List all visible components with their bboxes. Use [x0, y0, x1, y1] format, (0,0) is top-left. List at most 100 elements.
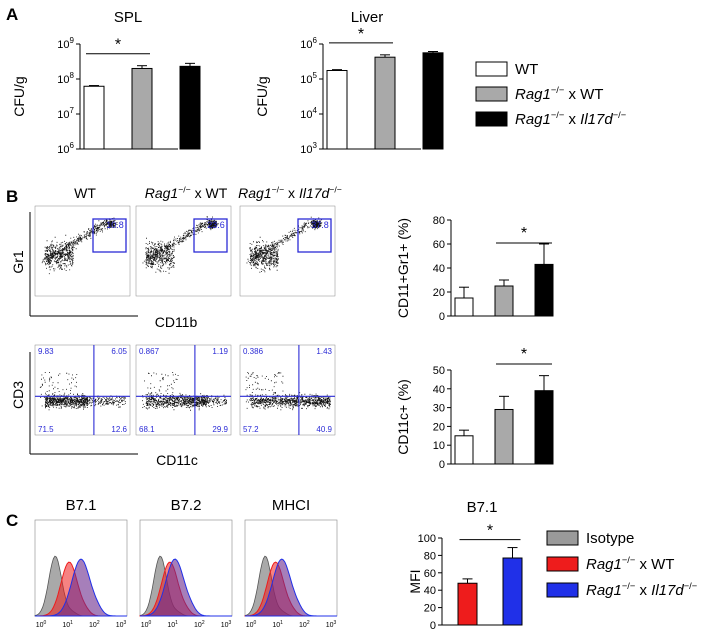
- tick-exp: 5: [313, 71, 318, 80]
- tick-exp: 6: [313, 36, 318, 45]
- y-axis-label: CD11c+ (%): [395, 379, 411, 455]
- tick-exp: 2: [202, 620, 205, 626]
- gate-box: [297, 218, 332, 253]
- tick-base: 10: [57, 74, 69, 86]
- significance-star: *: [358, 26, 364, 43]
- y-axis-label: CFU/g: [254, 76, 270, 116]
- x-axis-label-cd11b: CD11b: [155, 314, 198, 330]
- bar: [454, 297, 474, 317]
- legend-label: WT: [515, 61, 538, 78]
- gate-box: [193, 218, 228, 253]
- tick-base: 10: [89, 622, 97, 629]
- bar: [534, 390, 554, 465]
- y-axis-label: CD11+Gr1+ (%): [395, 218, 411, 318]
- quadrant-lower-left: 68.1: [139, 425, 155, 434]
- label-pre: Rag1: [238, 185, 271, 201]
- hist-tick-label: 102: [89, 620, 100, 629]
- tick-base: 10: [300, 39, 312, 51]
- quadrant-lower-right: 12.6: [111, 425, 127, 434]
- label-mid: x: [564, 111, 580, 128]
- significance-star: *: [521, 225, 527, 242]
- y-tick-label: 0: [439, 311, 445, 323]
- chart-title: Liver: [351, 9, 384, 26]
- gate-box: [92, 218, 127, 253]
- y-tick-label: 60: [424, 568, 436, 580]
- y-tick-label: 40: [424, 585, 436, 597]
- hist-tick-label: 100: [246, 620, 257, 629]
- tick-base: 10: [57, 109, 69, 121]
- dot-plot-cd3: 0.867 1.19 68.1 29.9: [135, 344, 232, 436]
- tick-base: 10: [36, 622, 44, 629]
- tick-base: 10: [167, 622, 175, 629]
- y-tick-label: 105: [300, 71, 317, 86]
- label-pre: Rag1: [586, 556, 622, 573]
- histogram-title: MHCI: [272, 497, 310, 514]
- dot-plot-gr1: 37.8: [239, 205, 336, 297]
- bar: [422, 52, 444, 150]
- scatter-dots: [246, 216, 323, 273]
- tick-base: 10: [300, 144, 312, 156]
- legend-swatch: [546, 582, 579, 598]
- legend-label: Rag1−/− x WT: [586, 555, 674, 573]
- quadrant-lower-left: 57.2: [243, 425, 259, 434]
- tick-exp: 6: [70, 141, 75, 150]
- hist-tick-label: 103: [326, 620, 337, 629]
- dot-plot-cd3: 0.386 1.43 57.2 40.9: [239, 344, 336, 436]
- legend-swatch: [546, 556, 579, 572]
- bar: [494, 285, 514, 317]
- y-tick-label: 80: [433, 215, 445, 227]
- label-pre: WT: [74, 185, 96, 201]
- label-sup: −/−: [329, 184, 342, 194]
- legend-label: Rag1−/− x Il17d−/−: [515, 110, 626, 128]
- quadrant-lower-right: 29.9: [212, 425, 228, 434]
- label-mid: x: [284, 185, 299, 201]
- legend-label: Rag1−/− x Il17d−/−: [586, 581, 697, 599]
- label-sup: −/−: [613, 110, 626, 120]
- label-mid: x WT: [191, 185, 228, 201]
- hist-tick-label: 101: [167, 620, 178, 629]
- label-italic: Il17d: [299, 185, 331, 201]
- rag-il17d-curve: [245, 558, 337, 617]
- y-tick-label: 0: [430, 620, 436, 632]
- label-pre: Rag1: [515, 86, 551, 103]
- tick-base: 10: [57, 144, 69, 156]
- bar: [131, 67, 153, 150]
- y-tick-label: 40: [433, 263, 445, 275]
- y-tick-label: 108: [57, 71, 74, 86]
- tick-base: 10: [246, 622, 254, 629]
- quadrant-upper-right: 1.19: [212, 347, 228, 356]
- rag-il17d-curve: [139, 558, 232, 617]
- hist-tick-label: 101: [272, 620, 283, 629]
- legend-swatch: [546, 530, 579, 546]
- hist-tick-label: 103: [116, 620, 127, 629]
- quadrant-upper-left: 0.386: [243, 347, 264, 356]
- panel-label-c: C: [6, 511, 18, 530]
- tick-exp: 8: [70, 71, 75, 80]
- quadrant-lower-left: 71.5: [38, 425, 54, 434]
- label-pre: Rag1: [515, 111, 551, 128]
- label-sup: −/−: [551, 85, 564, 95]
- tick-exp: 1: [70, 620, 73, 626]
- tick-exp: 3: [334, 620, 337, 626]
- tick-exp: 7: [70, 106, 75, 115]
- tick-exp: 0: [44, 620, 47, 626]
- tick-base: 10: [299, 622, 307, 629]
- column-header: Rag1−/− x Il17d−/−: [238, 184, 342, 201]
- tick-base: 10: [62, 622, 70, 629]
- label-pre: WT: [515, 61, 538, 78]
- label-pre: Rag1: [145, 185, 178, 201]
- scatter-dots: [142, 372, 227, 411]
- tick-base: 10: [326, 622, 334, 629]
- bar: [179, 65, 201, 150]
- scatter-dots: [41, 217, 118, 275]
- tick-base: 10: [194, 622, 202, 629]
- legend-swatch: [475, 61, 508, 77]
- legend-swatch: [475, 86, 508, 102]
- quadrant-lower-right: 40.9: [316, 425, 332, 434]
- y-tick-label: 103: [300, 141, 317, 156]
- quadrant-upper-left: 0.867: [139, 347, 160, 356]
- y-tick-label: 80: [424, 550, 436, 562]
- y-tick-label: 109: [57, 36, 74, 51]
- tick-exp: 2: [307, 620, 310, 626]
